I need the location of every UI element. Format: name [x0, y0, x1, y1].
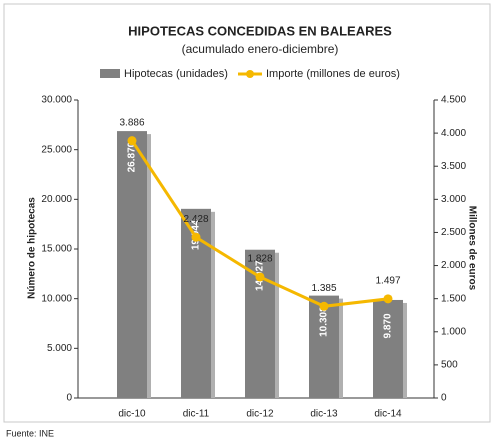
bar-value-label: 26.870: [127, 141, 138, 172]
y2-tick-label: 500: [441, 360, 458, 371]
x-tick-label: dic-13: [310, 409, 338, 420]
bar-side: [403, 302, 407, 398]
source: Fuente: INE: [6, 428, 54, 438]
y-tick-label: 15.000: [41, 244, 72, 255]
legend-label: Importe (millones de euros): [266, 68, 400, 80]
line-marker: [127, 136, 137, 146]
legend-label: Hipotecas (unidades): [124, 68, 228, 80]
y2-tick-label: 2.000: [441, 260, 466, 271]
y-tick-label: 20.000: [41, 194, 72, 205]
x-tick-label: dic-11: [183, 409, 210, 420]
bar-value-label: 9.870: [383, 313, 394, 338]
y-tick-label: 0: [66, 393, 72, 404]
legend-marker: [246, 70, 254, 78]
y2-tick-label: 4.000: [441, 128, 466, 139]
y-tick-label: 10.000: [41, 293, 72, 304]
bar-side: [211, 211, 215, 398]
y2-axis-title: Millones de euros: [466, 206, 477, 291]
y-tick-label: 30.000: [41, 95, 72, 106]
x-tick-label: dic-14: [374, 409, 402, 420]
y2-tick-label: 3.500: [441, 161, 466, 172]
line-value-label: 2.428: [183, 214, 208, 225]
bar-side: [275, 252, 279, 398]
y2-tick-label: 3.000: [441, 194, 466, 205]
line-value-label: 1.497: [375, 276, 400, 287]
line-value-label: 1.385: [311, 283, 336, 294]
bar: [373, 299, 403, 398]
line-marker: [191, 232, 201, 242]
x-tick-label: dic-12: [246, 409, 274, 420]
line-marker: [383, 294, 393, 304]
y2-tick-label: 2.500: [441, 227, 466, 238]
bar-side: [147, 134, 151, 398]
y2-tick-label: 1.500: [441, 293, 466, 304]
bar-side: [339, 298, 343, 398]
chart-title: HIPOTECAS CONCEDIDAS EN BALEARES: [128, 23, 392, 38]
bar-value-label: 10.308: [319, 306, 330, 337]
y2-tick-label: 4.500: [441, 95, 466, 106]
line-value-label: 1.828: [247, 254, 272, 265]
bar: [309, 295, 339, 398]
y-axis-title: Número de hipotecas: [27, 197, 38, 299]
line-marker: [319, 301, 329, 311]
y-tick-label: 5.000: [47, 343, 72, 354]
x-tick-label: dic-10: [118, 409, 146, 420]
bar: [117, 131, 147, 398]
chart-subtitle: (acumulado enero-diciembre): [182, 42, 339, 56]
y2-tick-label: 1.000: [441, 326, 466, 337]
y2-tick-label: 0: [441, 393, 447, 404]
y-tick-label: 25.000: [41, 144, 72, 155]
legend-swatch: [100, 69, 120, 78]
line-marker: [255, 272, 265, 282]
line-value-label: 3.886: [119, 117, 144, 128]
